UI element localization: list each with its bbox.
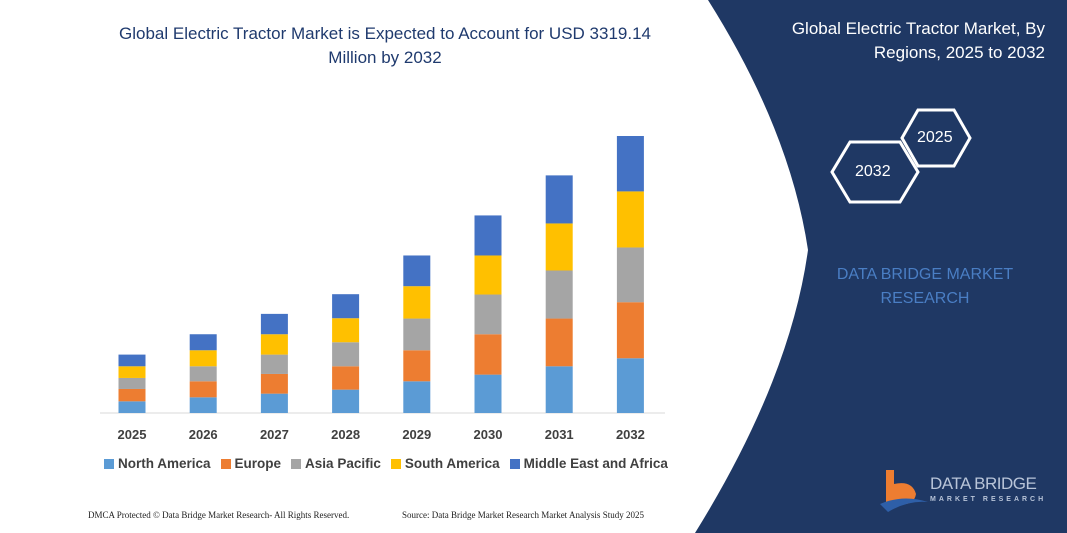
bar-segment-2032-2 — [616, 247, 644, 303]
bar-segment-2032-3 — [616, 191, 644, 248]
bar-segment-2031-1 — [545, 318, 573, 367]
bar-segment-2026-3 — [189, 350, 217, 367]
x-tick-label: 2031 — [545, 427, 574, 442]
bar-segment-2027-4 — [260, 313, 288, 335]
legend-label: Asia Pacific — [305, 456, 381, 471]
legend-item: North America — [104, 456, 211, 471]
bar-segment-2029-4 — [403, 255, 431, 287]
bar-segment-2026-2 — [189, 366, 217, 382]
bar-segment-2026-1 — [189, 381, 217, 398]
bar-segment-2025-1 — [118, 388, 146, 402]
bar-segment-2030-1 — [474, 334, 502, 375]
bar-segment-2027-0 — [260, 393, 288, 413]
brand-text: DATA BRIDGE MARKET RESEARCH — [836, 266, 1014, 307]
bar-segment-2031-0 — [545, 366, 573, 413]
legend-swatch — [104, 458, 114, 469]
bar-segment-2028-1 — [332, 366, 360, 390]
x-tick-label: 2025 — [118, 427, 147, 442]
bar-segment-2027-1 — [260, 373, 288, 394]
legend-item: Europe — [220, 456, 282, 471]
hexagon-2025 — [900, 108, 972, 168]
hex-label-2025: 2025 — [917, 129, 953, 146]
legend-swatch — [220, 458, 231, 469]
legend-item: Middle East and Africa — [509, 456, 668, 471]
bar-segment-2028-2 — [332, 342, 360, 367]
footer-source: Source: Data Bridge Market Research Mark… — [402, 510, 644, 520]
data-bridge-logo-icon — [880, 470, 928, 512]
bar-segment-2032-1 — [616, 302, 644, 359]
bar-segment-2029-0 — [403, 381, 431, 413]
bar-segment-2032-4 — [616, 136, 644, 192]
bar-segment-2031-4 — [545, 175, 573, 224]
bar-segment-2025-0 — [118, 401, 146, 413]
legend-swatch — [291, 458, 302, 469]
bar-segment-2031-3 — [545, 223, 573, 271]
legend-label: North America — [118, 456, 211, 471]
bar-segment-2030-2 — [474, 294, 502, 335]
bar-segment-2029-2 — [403, 318, 431, 351]
bar-segment-2026-0 — [189, 397, 217, 413]
legend-label: Middle East and Africa — [523, 456, 668, 471]
x-tick-label: 2028 — [331, 427, 360, 442]
legend-swatch — [509, 458, 520, 469]
legend: North America Europe Asia Pacific South Ame… — [104, 456, 668, 471]
chart-title: Global Electric Tractor Market is Expect… — [119, 24, 651, 67]
bar-segment-2030-0 — [474, 374, 502, 413]
bar-segment-2030-4 — [474, 215, 502, 256]
legend-swatch — [390, 458, 401, 469]
bar-segment-2026-4 — [189, 334, 217, 351]
bar-segment-2029-3 — [403, 286, 431, 319]
legend-label: South America — [404, 456, 500, 471]
hexagon-2032 — [830, 140, 920, 204]
bar-segment-2025-4 — [118, 354, 146, 367]
footer-copyright: DMCA Protected © Data Bridge Market Rese… — [88, 510, 350, 520]
bar-segment-2028-3 — [332, 318, 360, 343]
stacked-bar-chart: 2025 2026 2027 2028 2029 2030 2031 2032 — [100, 136, 665, 442]
bar-segment-2025-2 — [118, 377, 146, 389]
logo-subtext: MARKET RESEARCH — [930, 496, 1047, 503]
bar-segment-2028-4 — [332, 294, 360, 319]
legend-label: Europe — [234, 456, 282, 471]
bar-segment-2027-2 — [260, 354, 288, 374]
panel-title: Global Electric Tractor Market, By Regio… — [791, 19, 1045, 62]
x-tick-label: 2030 — [474, 427, 503, 442]
x-tick-label: 2032 — [616, 427, 645, 442]
x-tick-label: 2029 — [402, 427, 431, 442]
logo-text: DATA BRIDGE — [930, 474, 1037, 493]
x-tick-label: 2026 — [189, 427, 218, 442]
bar-segment-2027-3 — [260, 334, 288, 355]
bar-segment-2031-2 — [545, 270, 573, 319]
bar-segment-2030-3 — [474, 255, 502, 295]
bar-segment-2032-0 — [616, 358, 644, 413]
bar-segment-2025-3 — [118, 366, 146, 378]
x-tick-label: 2027 — [260, 427, 289, 442]
legend-item: South America — [390, 456, 500, 471]
hex-label-2032: 2032 — [855, 163, 891, 180]
bar-segment-2029-1 — [403, 350, 431, 382]
bar-segment-2028-0 — [332, 389, 360, 413]
legend-item: Asia Pacific — [291, 456, 381, 471]
